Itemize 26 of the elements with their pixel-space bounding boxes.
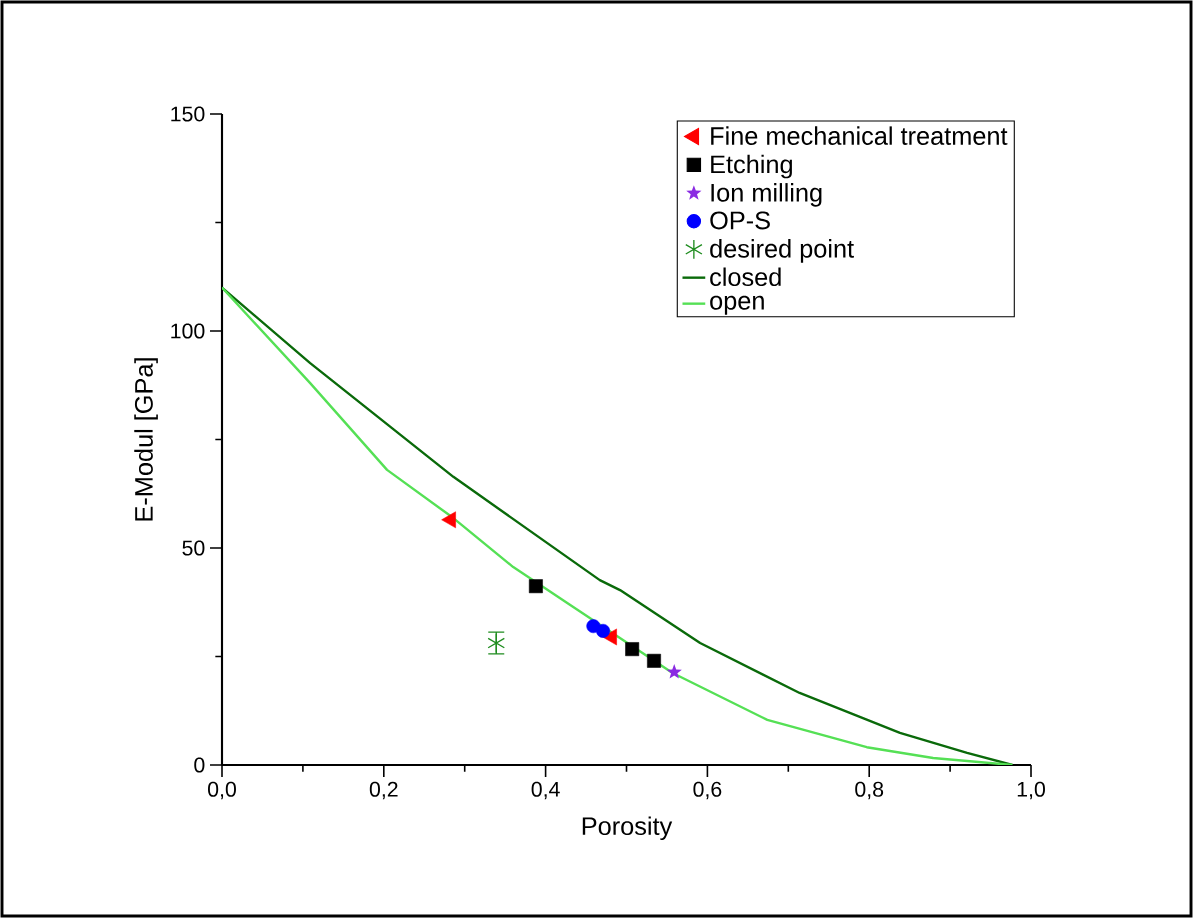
y-tick-label: 50	[182, 540, 205, 556]
x-tick-label: 0,4	[531, 781, 560, 800]
point	[441, 511, 456, 529]
point	[647, 653, 661, 668]
legend-label: Etching	[711, 154, 792, 179]
legend-label: Fine mechanical treatment	[711, 126, 1008, 145]
point	[528, 579, 543, 594]
x-tick-label: 1,0	[1017, 781, 1045, 800]
legend-label: open	[710, 295, 764, 315]
x-tick-label: 0,2	[369, 781, 398, 800]
legend-label: OP-S	[710, 211, 770, 230]
y-tick-label: 150	[171, 106, 205, 122]
x-tick-label: 0,6	[693, 781, 722, 800]
y-tick-label: 100	[171, 323, 205, 339]
point	[666, 664, 682, 679]
y-axis-title: E-Modul [GPa]	[134, 358, 158, 521]
x-axis-title: Porosity	[582, 816, 673, 841]
point	[625, 642, 640, 657]
x-tick-label: 0,0	[208, 781, 236, 800]
y-tick-label: 0	[194, 757, 205, 773]
x-tick-label: 0,8	[855, 781, 884, 800]
line-series	[222, 286, 1014, 765]
legend-label: Ion milling	[711, 183, 822, 207]
legend-label: closed	[710, 267, 781, 287]
point	[596, 623, 610, 638]
legend-label: desired point	[710, 239, 854, 263]
